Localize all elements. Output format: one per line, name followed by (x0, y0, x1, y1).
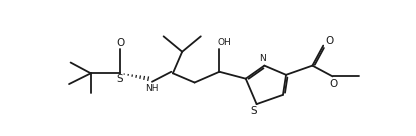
Text: S: S (250, 106, 257, 116)
Text: O: O (116, 38, 124, 48)
Text: NH: NH (146, 84, 159, 93)
Text: S: S (116, 74, 123, 84)
Text: O: O (325, 36, 333, 46)
Text: OH: OH (218, 38, 231, 47)
Text: O: O (329, 79, 337, 89)
Text: N: N (260, 54, 266, 63)
